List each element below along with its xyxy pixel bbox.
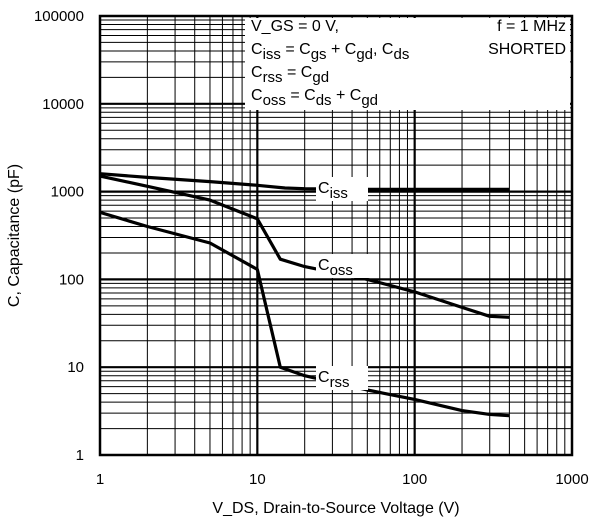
series-line-c-iss [99, 172, 510, 191]
y-axis-title: C, Capacitance (pF) [6, 164, 23, 307]
series-label-c-iss: Ciss​ [318, 180, 348, 202]
y-tick-label: 10 [67, 359, 84, 376]
x-axis-title: V_DS, Drain-to-Source Voltage (V) [212, 500, 459, 517]
annotation-crss-definition: Crss​ = Cgd​ [251, 64, 329, 86]
x-tick-label: 100 [402, 471, 427, 488]
series-label-background [316, 366, 368, 390]
series-label-background [316, 254, 368, 278]
series-line-c-rss [99, 210, 510, 418]
series-labels: Ciss​ Coss​ Crss​ [316, 177, 368, 391]
series-label-background [316, 177, 368, 201]
series-label-c-rss: Crss​ [318, 369, 350, 391]
y-tick-label: 1 [76, 447, 84, 464]
annotation-vgs: V_GS = 0 V, [251, 18, 339, 35]
plot-area [98, 14, 574, 457]
x-tick-label: 1 [96, 471, 104, 488]
conditions-box [245, 18, 570, 110]
y-tick-label: 10000 [42, 96, 84, 113]
y-tick-label: 100 [59, 271, 84, 288]
x-tick-label: 10 [249, 471, 266, 488]
annotation-ciss-definition: Ciss​ = Cgs​ + Cgd​, Cds​ [251, 41, 409, 63]
x-tick-label: 1000 [555, 471, 588, 488]
tick-labels: 1 10 100 1000 1 10 100 1000 10000 100000 [34, 8, 589, 488]
annotation-coss-definition: Coss​ = Cds​ + Cgd​ [251, 87, 378, 109]
series-label-c-oss: Coss​ [318, 257, 353, 279]
y-tick-label: 100000 [34, 8, 84, 25]
series-curves [99, 172, 510, 418]
annotation-shorted: SHORTED [488, 41, 566, 58]
annotation-frequency: f = 1 MHz [497, 18, 566, 35]
y-tick-label: 1000 [51, 184, 84, 201]
series-line-c-oss [99, 174, 510, 319]
